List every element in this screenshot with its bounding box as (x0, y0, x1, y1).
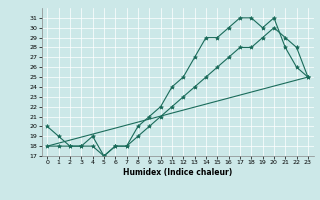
X-axis label: Humidex (Indice chaleur): Humidex (Indice chaleur) (123, 168, 232, 177)
